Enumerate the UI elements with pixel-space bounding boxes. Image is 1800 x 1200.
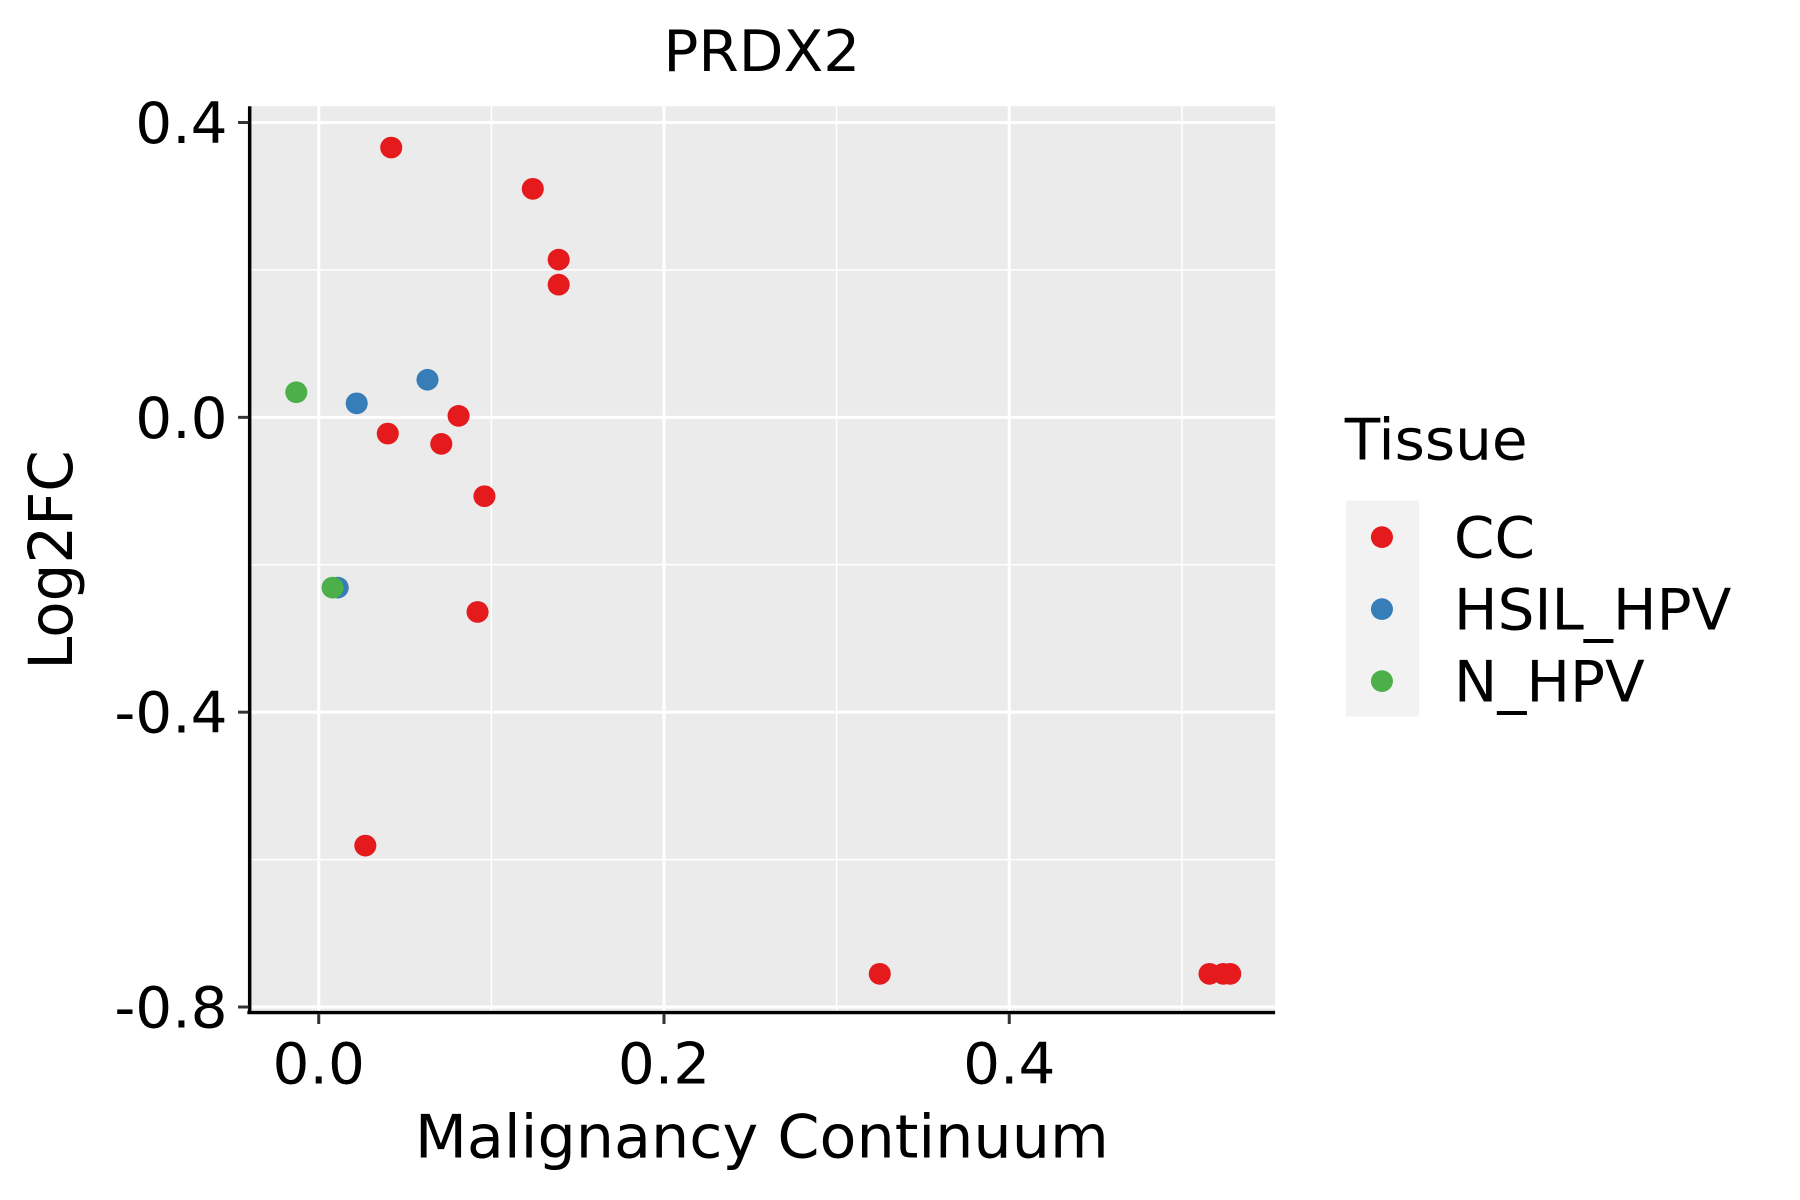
data-point-cc	[430, 433, 453, 455]
data-point-cc	[466, 601, 489, 623]
legend-key-n-hpv	[1370, 670, 1393, 692]
data-point-n-hpv	[285, 381, 308, 404]
legend-label: N_HPV	[1454, 649, 1645, 715]
data-point-cc	[380, 136, 403, 159]
legend-label: HSIL_HPV	[1454, 577, 1731, 643]
data-point-n-hpv	[321, 576, 344, 599]
data-point-cc	[473, 485, 496, 508]
legend-key-cc	[1370, 526, 1393, 548]
data-point-cc	[376, 422, 399, 445]
data-point-cc	[1219, 962, 1242, 985]
data-point-cc	[354, 834, 377, 857]
data-point-cc	[447, 405, 470, 427]
chart-title: PRDX2	[663, 18, 860, 84]
x-tick-label: 0.2	[618, 1031, 710, 1097]
data-point-cc	[547, 248, 570, 271]
data-point-hsil-hpv	[416, 368, 439, 391]
data-point-cc	[868, 962, 891, 985]
y-tick-label: -0.4	[114, 680, 227, 746]
panel-background	[249, 106, 1276, 1012]
legend-key-hsil-hpv	[1370, 598, 1393, 620]
data-point-hsil-hpv	[345, 392, 368, 415]
data-point-cc	[521, 177, 544, 200]
y-tick-label: -0.8	[114, 975, 227, 1041]
x-axis-label: Malignancy Continuum	[415, 1103, 1109, 1172]
y-tick-label: 0.4	[135, 90, 227, 156]
data-point-cc	[547, 273, 570, 296]
x-tick-label: 0.0	[273, 1031, 365, 1097]
y-axis-label: Log2FC	[17, 450, 88, 670]
x-tick-label: 0.4	[963, 1031, 1055, 1097]
y-tick-label: 0.0	[135, 385, 227, 451]
legend-title: Tissue	[1344, 407, 1528, 473]
legend-label: CC	[1454, 505, 1535, 571]
